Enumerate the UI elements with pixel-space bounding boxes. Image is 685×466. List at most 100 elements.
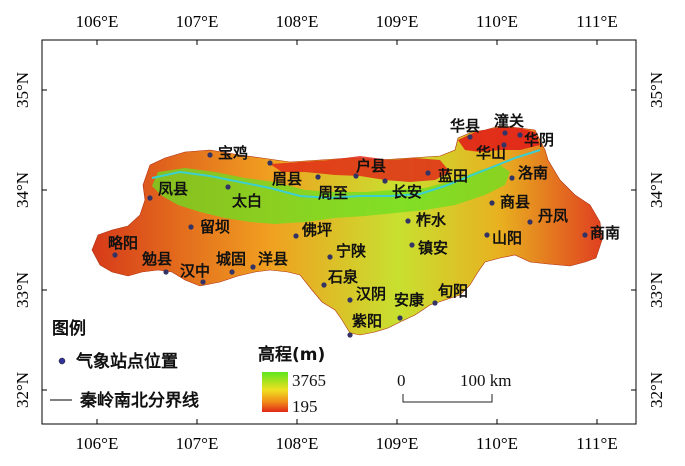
station-label: 紫阳 [352, 312, 382, 330]
left-tick-label: 33°N [13, 272, 32, 308]
station-label: 勉县 [141, 250, 172, 268]
station-labels: 宝鸡 眉县 户县 周至 长安 蓝田 华县 潼关 华阴 华山 洛南 凤县 太白 商… [108, 112, 620, 330]
station-marker [250, 264, 256, 270]
elevation-colorbar [262, 372, 288, 412]
bottom-tick-label: 110°E [476, 434, 518, 453]
station-marker [509, 175, 515, 181]
elevation-min: 195 [292, 397, 318, 416]
station-marker [347, 332, 353, 338]
elevation-title: 高程(m) [258, 344, 325, 365]
station-label: 华阴 [524, 131, 554, 149]
top-tick-label: 108°E [276, 12, 319, 31]
stations [112, 130, 588, 338]
station-marker [353, 173, 359, 179]
station-marker [315, 174, 321, 180]
left-tick-label: 34°N [13, 172, 32, 208]
station-label: 佛坪 [301, 221, 332, 239]
station-label: 太白 [232, 192, 262, 210]
top-axis-labels: 106°E 107°E 108°E 109°E 110°E 111°E [76, 12, 618, 31]
station-label: 周至 [318, 184, 348, 202]
right-tick-label: 35°N [647, 72, 666, 108]
station-label: 旬阳 [437, 282, 468, 300]
top-tick-label: 111°E [576, 12, 617, 31]
station-marker [327, 254, 333, 260]
station-marker [225, 184, 231, 190]
high-ridge [152, 165, 510, 224]
station-marker [467, 134, 473, 140]
top-tick-label: 110°E [476, 12, 518, 31]
station-label: 宝鸡 [218, 144, 248, 162]
left-axis-labels: 35°N 34°N 33°N 32°N [13, 72, 32, 408]
bottom-tick-label: 109°E [376, 434, 419, 453]
map-frame [41, 39, 637, 425]
station-marker [200, 279, 206, 285]
station-label: 柞水 [416, 211, 447, 229]
elevation-max: 3765 [292, 371, 326, 390]
station-label: 商县 [500, 193, 530, 211]
scale-zero: 0 [397, 371, 406, 390]
station-marker [188, 224, 194, 230]
station-label: 洋县 [258, 250, 288, 268]
bottom-tick-label: 111°E [576, 434, 617, 453]
station-marker [484, 232, 490, 238]
station-marker [409, 242, 415, 248]
station-marker [517, 132, 523, 138]
north-south-boundary [151, 149, 541, 200]
north-red-band [270, 156, 450, 182]
station-label: 潼关 [494, 112, 524, 130]
scale-label: 100 km [460, 371, 511, 390]
station-marker [502, 130, 508, 136]
station-marker [425, 170, 431, 176]
station-label: 丹凤 [538, 207, 568, 225]
station-label: 洛南 [518, 164, 548, 182]
station-label: 凤县 [158, 180, 188, 198]
bottom-tick-label: 106°E [76, 434, 119, 453]
scale-bar [402, 394, 493, 403]
station-marker [397, 315, 403, 321]
station-label: 宁陕 [336, 242, 366, 260]
station-label: 山阳 [492, 229, 522, 247]
bottom-tick-label: 108°E [276, 434, 319, 453]
station-label: 汉阴 [356, 285, 386, 303]
station-label: 华山 [476, 144, 506, 162]
station-marker [267, 160, 273, 166]
station-marker [207, 152, 213, 158]
station-marker [293, 233, 299, 239]
tick-marks [42, 40, 636, 424]
bottom-tick-label: 107°E [176, 434, 219, 453]
station-marker [501, 142, 507, 148]
right-tick-label: 33°N [647, 272, 666, 308]
right-tick-label: 34°N [647, 172, 666, 208]
legend-station-marker [58, 357, 66, 365]
legend: 图例 气象站点位置 秦岭南北分界线 高程(m) 3765 195 0 100 k… [50, 318, 511, 416]
bottom-axis-labels: 106°E 107°E 108°E 109°E 110°E 111°E [76, 434, 618, 453]
station-label: 商南 [590, 224, 620, 242]
qinling-region [91, 125, 603, 336]
station-label: 汉中 [180, 262, 210, 280]
station-label: 留坝 [200, 218, 230, 236]
station-marker [147, 195, 153, 201]
station-label: 户县 [356, 157, 386, 175]
station-marker [432, 300, 438, 306]
station-label: 石泉 [327, 268, 359, 286]
station-marker [405, 218, 411, 224]
station-label: 眉县 [272, 170, 302, 188]
right-axis-labels: 35°N 34°N 33°N 32°N [647, 72, 666, 408]
station-marker [229, 269, 235, 275]
station-label: 长安 [392, 183, 422, 201]
station-marker [582, 232, 588, 238]
legend-title: 图例 [52, 318, 86, 339]
station-label: 城固 [216, 250, 246, 268]
station-label: 镇安 [418, 239, 448, 257]
station-label: 华县 [450, 117, 480, 135]
left-tick-label: 32°N [13, 372, 32, 408]
legend-boundary-label: 秦岭南北分界线 [80, 390, 199, 411]
station-marker [382, 178, 388, 184]
station-label: 蓝田 [438, 167, 468, 185]
right-tick-label: 32°N [647, 372, 666, 408]
station-marker [163, 269, 169, 275]
station-marker [527, 219, 533, 225]
top-tick-label: 107°E [176, 12, 219, 31]
station-marker [489, 200, 495, 206]
